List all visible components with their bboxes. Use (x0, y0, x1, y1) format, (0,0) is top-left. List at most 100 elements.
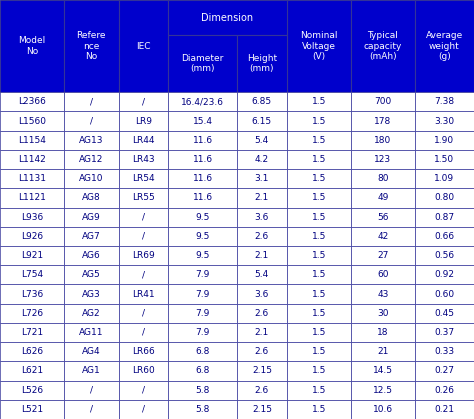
Bar (64, 342, 118, 361)
Bar (351, 150, 415, 169)
Bar (64, 285, 118, 304)
Bar (118, 246, 168, 265)
Text: 0.92: 0.92 (434, 270, 455, 279)
Text: 1.5: 1.5 (311, 194, 326, 202)
Text: 7.9: 7.9 (195, 309, 210, 318)
Bar (0, 169, 64, 188)
Text: L526: L526 (21, 385, 43, 395)
Text: Typical
capacity
(mAh): Typical capacity (mAh) (364, 31, 402, 61)
Bar (287, 342, 351, 361)
Bar (351, 227, 415, 246)
Bar (237, 380, 287, 400)
Bar (64, 0, 118, 92)
Bar (287, 111, 351, 131)
Bar (168, 0, 287, 35)
Bar (287, 304, 351, 323)
Text: L626: L626 (21, 347, 43, 356)
Bar (168, 265, 237, 285)
Text: 15.4: 15.4 (192, 116, 213, 126)
Bar (118, 131, 168, 150)
Text: 2.15: 2.15 (252, 367, 272, 375)
Text: 6.15: 6.15 (252, 116, 272, 126)
Text: 1.5: 1.5 (311, 309, 326, 318)
Text: 1.5: 1.5 (311, 116, 326, 126)
Text: /: / (142, 328, 145, 337)
Bar (287, 92, 351, 111)
Bar (64, 400, 118, 419)
Text: LR54: LR54 (132, 174, 155, 183)
Bar (118, 207, 168, 227)
Bar (415, 342, 474, 361)
Bar (237, 342, 287, 361)
Bar (64, 131, 118, 150)
Text: 0.33: 0.33 (434, 347, 455, 356)
Bar (415, 361, 474, 380)
Text: Refere
nce
No: Refere nce No (76, 31, 106, 61)
Text: L921: L921 (21, 251, 43, 260)
Bar (64, 188, 118, 207)
Bar (415, 227, 474, 246)
Text: Dimension: Dimension (201, 13, 254, 23)
Bar (118, 227, 168, 246)
Bar (415, 92, 474, 111)
Text: L1121: L1121 (18, 194, 46, 202)
Text: 1.5: 1.5 (311, 232, 326, 241)
Bar (351, 246, 415, 265)
Bar (64, 111, 118, 131)
Bar (351, 131, 415, 150)
Text: 1.5: 1.5 (311, 212, 326, 222)
Text: 12.5: 12.5 (373, 385, 393, 395)
Text: 3.6: 3.6 (255, 212, 269, 222)
Text: 9.5: 9.5 (195, 212, 210, 222)
Text: 3.30: 3.30 (434, 116, 455, 126)
Text: AG1: AG1 (82, 367, 100, 375)
Bar (415, 169, 474, 188)
Bar (118, 304, 168, 323)
Bar (287, 169, 351, 188)
Text: 0.66: 0.66 (434, 232, 455, 241)
Text: L621: L621 (21, 367, 43, 375)
Bar (118, 150, 168, 169)
Bar (237, 323, 287, 342)
Bar (118, 285, 168, 304)
Text: 27: 27 (377, 251, 388, 260)
Text: L726: L726 (21, 309, 43, 318)
Bar (287, 131, 351, 150)
Text: 6.8: 6.8 (195, 347, 210, 356)
Bar (287, 246, 351, 265)
Bar (168, 342, 237, 361)
Bar (351, 323, 415, 342)
Bar (0, 92, 64, 111)
Bar (237, 35, 287, 92)
Text: 3.1: 3.1 (255, 174, 269, 183)
Text: AG11: AG11 (79, 328, 103, 337)
Bar (237, 207, 287, 227)
Text: LR69: LR69 (132, 251, 155, 260)
Text: 9.5: 9.5 (195, 251, 210, 260)
Bar (351, 400, 415, 419)
Bar (168, 227, 237, 246)
Text: 11.6: 11.6 (192, 136, 213, 145)
Text: 4.2: 4.2 (255, 155, 269, 164)
Text: 9.5: 9.5 (195, 232, 210, 241)
Bar (168, 304, 237, 323)
Bar (415, 400, 474, 419)
Text: 6.8: 6.8 (195, 367, 210, 375)
Bar (0, 131, 64, 150)
Text: Diameter
(mm): Diameter (mm) (182, 54, 224, 73)
Text: 1.50: 1.50 (434, 155, 455, 164)
Text: 16.4/23.6: 16.4/23.6 (181, 97, 224, 106)
Bar (118, 342, 168, 361)
Text: 2.1: 2.1 (255, 251, 269, 260)
Text: 30: 30 (377, 309, 389, 318)
Text: 1.5: 1.5 (311, 97, 326, 106)
Bar (0, 265, 64, 285)
Text: 1.5: 1.5 (311, 270, 326, 279)
Text: AG6: AG6 (82, 251, 100, 260)
Bar (351, 342, 415, 361)
Text: 11.6: 11.6 (192, 155, 213, 164)
Bar (168, 131, 237, 150)
Bar (0, 188, 64, 207)
Bar (237, 92, 287, 111)
Bar (168, 150, 237, 169)
